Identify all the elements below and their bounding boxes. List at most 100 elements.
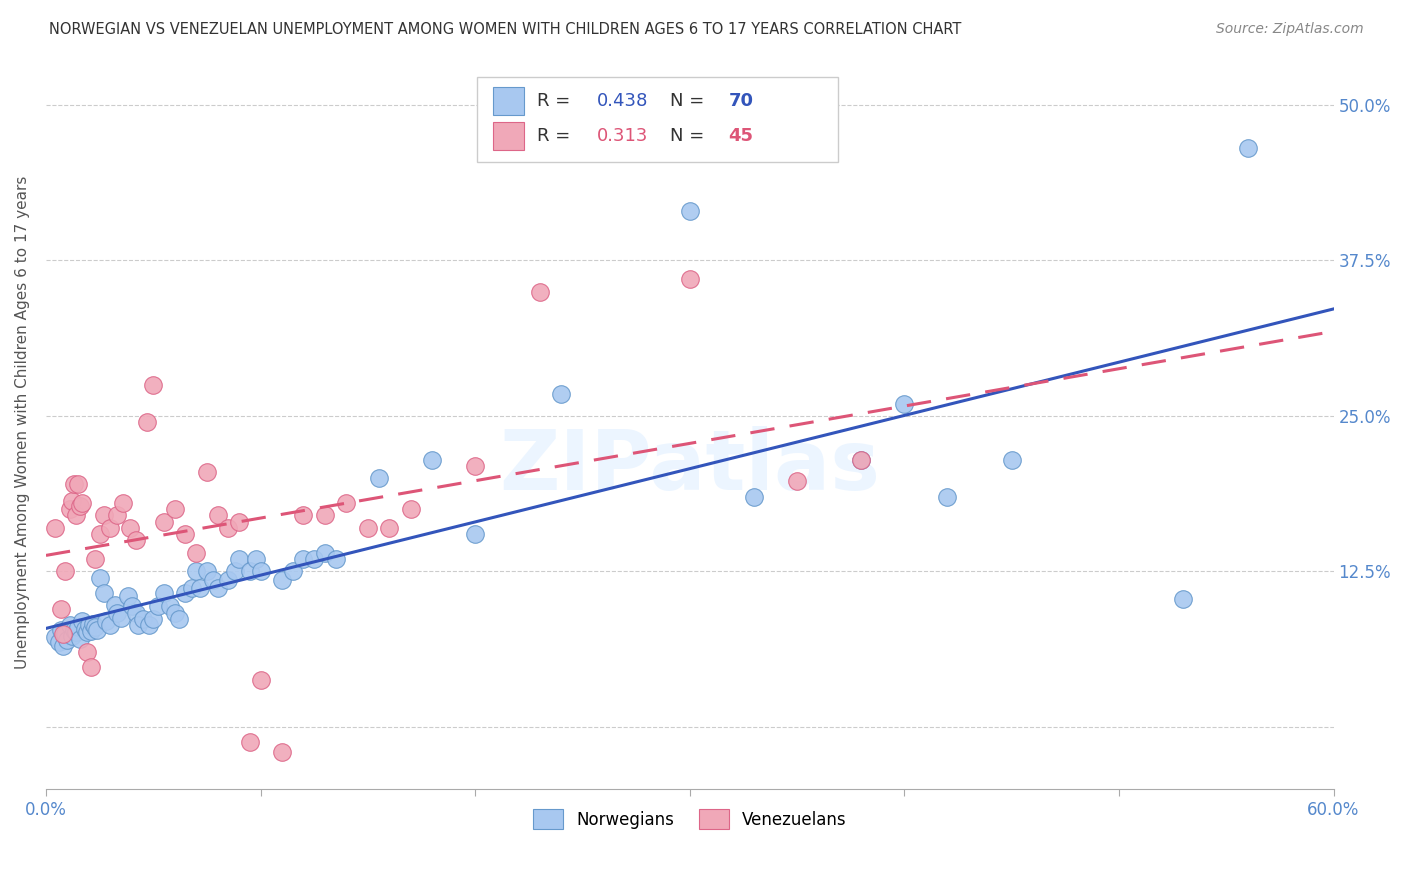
Point [69, 499, 91, 513]
Point [67, 477, 90, 491]
Point [138, 618, 160, 632]
Point [131, 612, 153, 626]
Legend: Norwegians, Venezuelans: Norwegians, Venezuelans [526, 802, 853, 836]
Point [73, 622, 96, 636]
Text: NORWEGIAN VS VENEZUELAN UNEMPLOYMENT AMONG WOMEN WITH CHILDREN AGES 6 TO 17 YEAR: NORWEGIAN VS VENEZUELAN UNEMPLOYMENT AMO… [49, 22, 962, 37]
Text: 70: 70 [728, 93, 754, 111]
Point [48, 635, 70, 649]
Point [65, 508, 87, 523]
Bar [492, 122, 523, 150]
Point [86, 623, 108, 637]
Point [224, 565, 246, 579]
Point [271, 745, 294, 759]
Point [851, 452, 873, 467]
Point [127, 618, 149, 632]
Point [1173, 591, 1195, 606]
Point [217, 521, 239, 535]
Point [202, 573, 225, 587]
Point [52, 626, 75, 640]
Point [302, 552, 325, 566]
Text: 0.438: 0.438 [598, 93, 648, 111]
Point [180, 581, 202, 595]
Point [1236, 141, 1258, 155]
Point [195, 565, 218, 579]
Point [167, 612, 190, 626]
Point [367, 471, 389, 485]
Point [84, 552, 107, 566]
Point [76, 645, 98, 659]
Point [63, 477, 86, 491]
Point [49, 602, 72, 616]
Point [72, 496, 94, 510]
Point [135, 415, 157, 429]
Text: ZIPatlas: ZIPatlas [499, 425, 880, 507]
Point [679, 203, 702, 218]
Point [893, 396, 915, 410]
Text: 0.313: 0.313 [598, 127, 648, 145]
Bar [492, 87, 523, 115]
Point [529, 285, 551, 299]
Point [53, 626, 76, 640]
Point [110, 610, 132, 624]
Point [239, 565, 262, 579]
Point [314, 546, 336, 560]
Point [58, 618, 80, 632]
Point [153, 585, 176, 599]
Point [105, 606, 128, 620]
Point [125, 606, 148, 620]
Point [249, 673, 271, 687]
Point [153, 515, 176, 529]
Point [89, 571, 111, 585]
Point [67, 620, 90, 634]
Point [207, 508, 229, 523]
Point [314, 508, 336, 523]
Point [174, 585, 197, 599]
Point [104, 598, 127, 612]
Point [217, 573, 239, 587]
Point [58, 502, 80, 516]
Point [146, 599, 169, 614]
Point [60, 629, 83, 643]
Point [84, 620, 107, 634]
Text: R =: R = [537, 127, 575, 145]
Point [550, 386, 572, 401]
Point [69, 632, 91, 646]
Point [207, 581, 229, 595]
Point [190, 581, 212, 595]
Point [325, 552, 347, 566]
Point [163, 502, 186, 516]
Point [72, 614, 94, 628]
Point [378, 521, 401, 535]
Point [93, 585, 115, 599]
Point [174, 527, 197, 541]
Point [245, 552, 267, 566]
Point [292, 552, 315, 566]
Bar [477, 78, 838, 161]
Point [228, 515, 250, 529]
Point [44, 631, 66, 645]
Point [112, 496, 135, 510]
Point [399, 502, 422, 516]
Point [464, 458, 486, 473]
Point [117, 590, 139, 604]
Point [420, 452, 443, 467]
Point [49, 623, 72, 637]
Point [56, 632, 79, 647]
Point [60, 493, 83, 508]
Point [271, 573, 294, 587]
Point [53, 565, 76, 579]
Point [679, 272, 702, 286]
Point [936, 490, 959, 504]
Point [65, 625, 87, 640]
Point [786, 474, 808, 488]
Point [98, 521, 121, 535]
Point [63, 623, 86, 637]
Point [98, 618, 121, 632]
Point [1001, 452, 1024, 467]
Point [281, 565, 304, 579]
Point [89, 527, 111, 541]
Text: Source: ZipAtlas.com: Source: ZipAtlas.com [1216, 22, 1364, 37]
Point [239, 735, 262, 749]
Point [742, 490, 765, 504]
Point [228, 552, 250, 566]
